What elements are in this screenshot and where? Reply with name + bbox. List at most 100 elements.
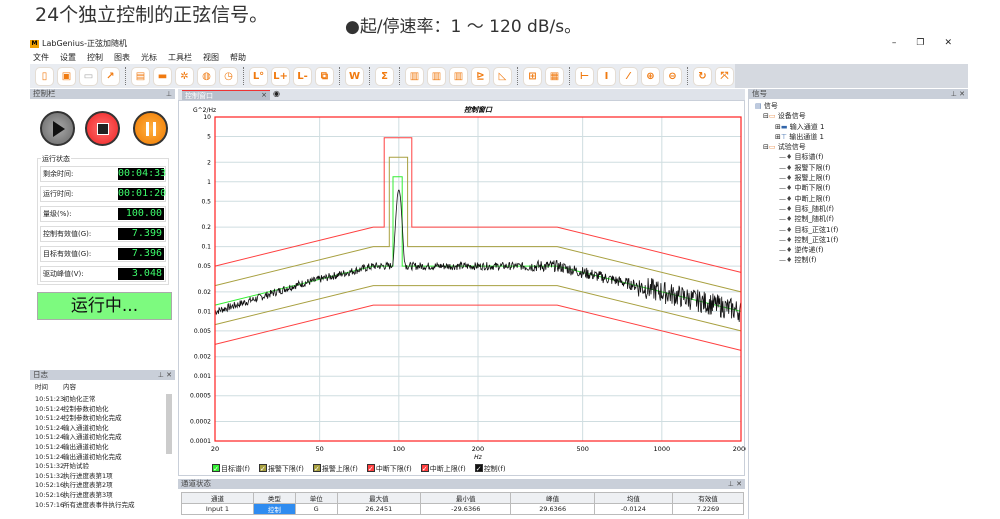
chart-button[interactable]: ◺ [493, 66, 512, 86]
legend-checkbox[interactable]: ✓ [312, 464, 321, 473]
log-time: 10:51:24 [35, 404, 65, 413]
tab-control-window[interactable]: 控制窗口 × [182, 90, 270, 100]
menu-item[interactable]: 视图 [203, 53, 219, 62]
log-content: 执行进度表第3项 [63, 490, 113, 499]
grid-button[interactable]: ▦ [545, 66, 564, 86]
log-scrollbar[interactable] [166, 394, 172, 454]
tree-signal-item[interactable]: —♦ 目标_正弦1(f) [755, 225, 968, 235]
limit-button[interactable]: L° [249, 66, 268, 86]
tree-signal-item[interactable]: —♦ 报警上限(f) [755, 173, 968, 183]
column-header[interactable]: 最小值 [420, 492, 512, 504]
tree-signal-item[interactable]: —♦ 目标_随机(f) [755, 204, 968, 214]
legend-checkbox[interactable]: ✓ [366, 464, 375, 473]
legend-checkbox[interactable]: ✓ [258, 464, 267, 473]
column-header[interactable]: 类型 [252, 492, 296, 504]
stop-button[interactable] [85, 111, 120, 146]
tree-outputs[interactable]: ⊞⊤ 输出通道 1 [755, 132, 968, 142]
collapse-icon[interactable]: ⊟ [763, 112, 769, 121]
refresh-button[interactable]: ↻ [693, 66, 712, 86]
settings-button[interactable]: ✲ [175, 66, 194, 86]
palette-button[interactable]: ◍ [197, 66, 216, 86]
table-row[interactable]: Input 1 控制 G 26.2451 -29.6366 29.6366 -0.0124 7… [181, 503, 745, 515]
tree-inputs[interactable]: ⊞▬ 输入通道 1 [755, 122, 968, 132]
expand-icon[interactable]: ⊞ [775, 132, 781, 141]
fit-button[interactable]: ▬ [153, 66, 172, 86]
column-header[interactable]: 单位 [294, 492, 338, 504]
sum-button[interactable]: Σ [375, 66, 394, 86]
bars3-button[interactable]: ▥ [449, 66, 468, 86]
column-header[interactable]: 通道 [181, 492, 254, 504]
menu-item[interactable]: 工具栏 [168, 53, 192, 62]
bars2-button[interactable]: ▥ [427, 66, 446, 86]
pause-button[interactable] [133, 111, 168, 146]
limit-add-button[interactable]: L+ [271, 66, 290, 86]
stair-button[interactable]: ⊵ [471, 66, 490, 86]
print-button[interactable]: ▤ [131, 66, 150, 86]
pin-close-icon[interactable]: ⊥ ✕ [157, 371, 172, 379]
tree-signal-item[interactable]: —♦ 控制_随机(f) [755, 214, 968, 224]
minimize-button[interactable]: – [891, 38, 897, 48]
tree-signal-item[interactable]: —♦ 目标谱(f) [755, 152, 968, 162]
tree-signal-item[interactable]: —♦ 逆传递(f) [755, 245, 968, 255]
weight-button[interactable]: W [345, 66, 364, 86]
legend-item[interactable]: ✓ 中断上限(f) [420, 464, 466, 474]
bars1-button[interactable]: ▥ [405, 66, 424, 86]
column-header[interactable]: 最大值 [336, 492, 422, 504]
column-header[interactable]: 均值 [593, 492, 673, 504]
h-cursor-button[interactable]: ⊢ [575, 66, 594, 86]
tree-signal-item[interactable]: —♦ 中断下限(f) [755, 183, 968, 193]
signal-label: 报警上限(f) [794, 174, 831, 183]
legend-item[interactable]: ✓ 控制(f) [474, 464, 506, 474]
menu-item[interactable]: 设置 [60, 53, 76, 62]
clock-button[interactable]: ◷ [219, 66, 238, 86]
pin-close-icon[interactable]: ⊥ ✕ [950, 90, 965, 98]
tree-signal-item[interactable]: —♦ 报警下限(f) [755, 163, 968, 173]
legend-checkbox[interactable]: ✓ [420, 464, 429, 473]
v-cursor-button[interactable]: I [597, 66, 616, 86]
pin-icon[interactable]: ⊥ [165, 90, 172, 98]
fullscreen-button[interactable]: ⤧ [715, 66, 734, 86]
legend-checkbox[interactable]: ✓ [474, 464, 483, 473]
tree-signal-item[interactable]: —♦ 控制(f) [755, 255, 968, 265]
start-button[interactable] [40, 111, 75, 146]
new-button[interactable]: ▯ [35, 66, 54, 86]
copy-button[interactable]: ⧉ [315, 66, 334, 86]
tree-signal-item[interactable]: —♦ 中断上限(f) [755, 194, 968, 204]
tab-close-icon[interactable]: × [261, 91, 267, 99]
zoom-in-button[interactable]: ⊕ [641, 66, 660, 86]
menu-item[interactable]: 控制 [87, 53, 103, 62]
export-button[interactable]: ↗ [101, 66, 120, 86]
menu-item[interactable]: 文件 [33, 53, 49, 62]
psd-chart[interactable]: 20 50 100 200 500 1000 2000 10 5 2 1 0.5 0.2 0.1 0.05 0… [179, 101, 746, 477]
close-button[interactable]: ✕ [944, 38, 952, 48]
limit-remove-button[interactable]: L- [293, 66, 312, 86]
split-button[interactable]: ⊞ [523, 66, 542, 86]
legend-item[interactable]: ✓ 目标谱(f) [212, 464, 250, 474]
tree-signal-item[interactable]: —♦ 控制_正弦1(f) [755, 235, 968, 245]
diag-cursor-button[interactable]: ⁄ [619, 66, 638, 86]
legend-item[interactable]: ✓ 报警上限(f) [312, 464, 358, 474]
legend-item[interactable]: ✓ 中断下限(f) [366, 464, 412, 474]
menu-item[interactable]: 光标 [141, 53, 157, 62]
legend-item[interactable]: ✓ 报警下限(f) [258, 464, 304, 474]
save-button[interactable]: ▣ [57, 66, 76, 86]
probe-icon: —♦ [779, 153, 795, 162]
legend-checkbox[interactable]: ✓ [212, 464, 220, 473]
pin-close-icon[interactable]: ⊥ ✕ [727, 480, 742, 488]
log-row: 10:51:32 开始试验 [30, 462, 175, 472]
table-cell: -29.6366 [420, 503, 512, 515]
tree-device[interactable]: ⊟▭ 设备信号 [755, 111, 968, 121]
tree-root[interactable]: ▤ 信号 [755, 101, 968, 111]
restore-button[interactable]: ❐ [916, 38, 925, 48]
open-button[interactable]: ▭ [79, 66, 98, 86]
log-row: 10:52:16 执行进度表第3项 [30, 491, 175, 501]
tab-view-icon[interactable]: ◉ [273, 89, 280, 98]
column-header[interactable]: 有效值 [671, 492, 745, 504]
tree-test[interactable]: ⊟▭ 试验信号 [755, 142, 968, 152]
column-header[interactable]: 峰值 [510, 492, 595, 504]
menu-item[interactable]: 帮助 [230, 53, 246, 62]
collapse-icon[interactable]: ⊟ [763, 143, 769, 152]
expand-icon[interactable]: ⊞ [775, 122, 781, 131]
zoom-out-button[interactable]: ⊖ [663, 66, 682, 86]
menu-item[interactable]: 图表 [114, 53, 130, 62]
